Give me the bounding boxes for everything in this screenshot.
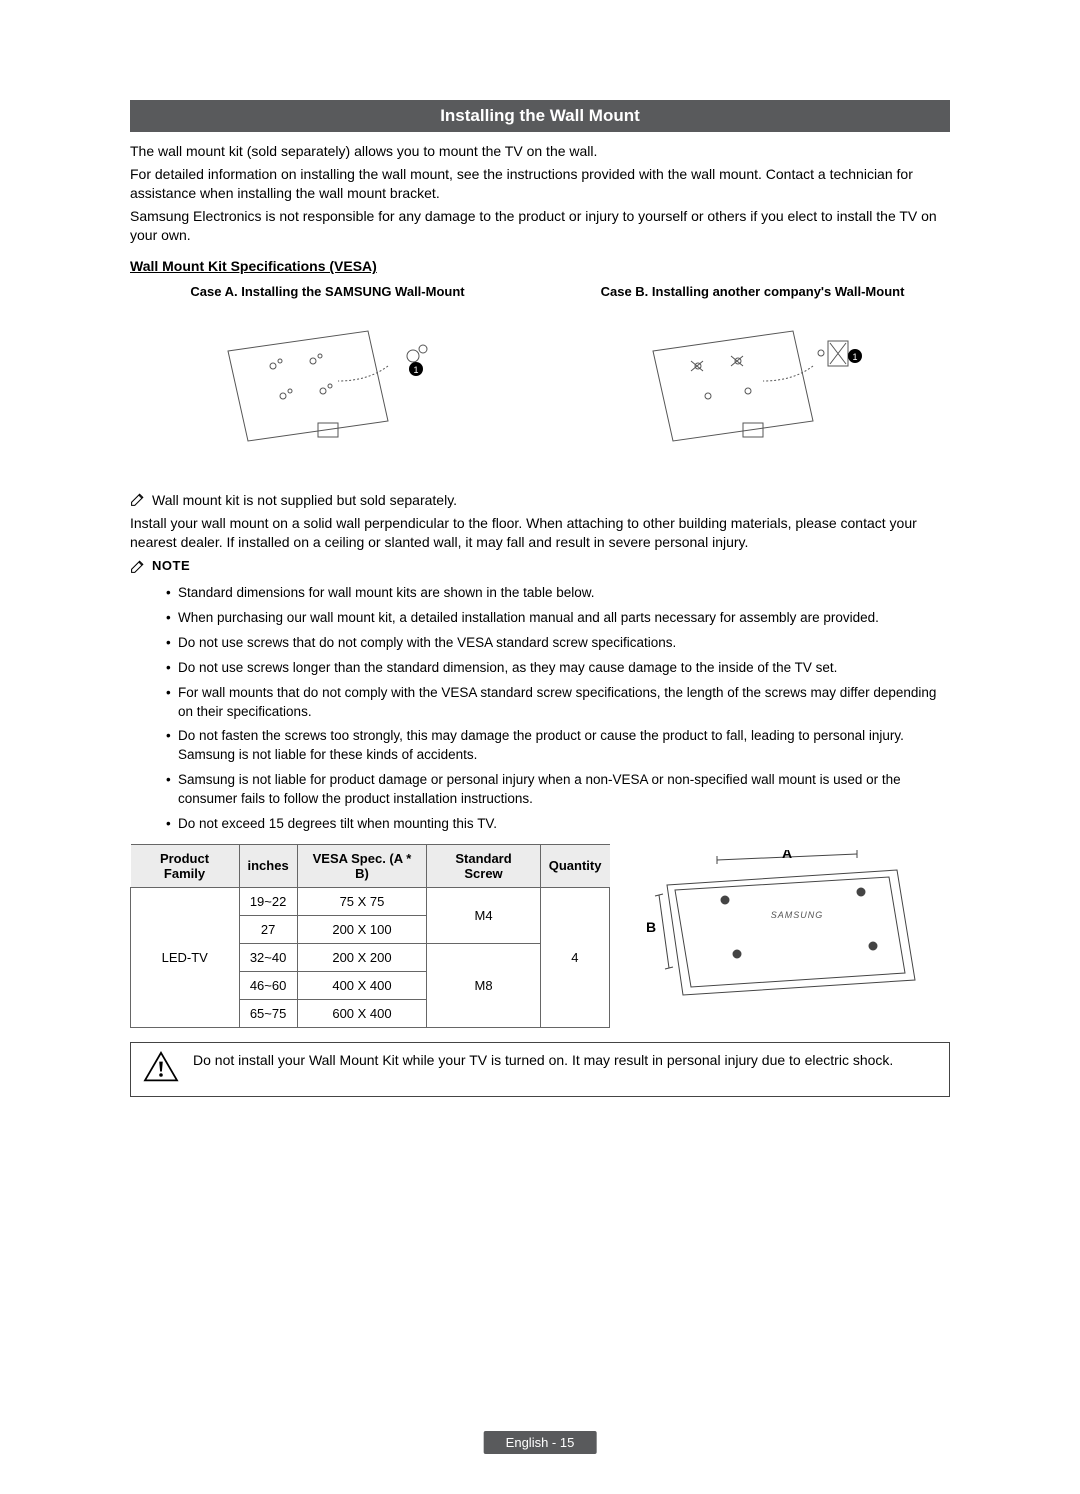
table-header-row: Product Family inches VESA Spec. (A * B)… — [131, 844, 610, 887]
note-label-line: NOTE — [130, 558, 950, 578]
spec-heading: Wall Mount Kit Specifications (VESA) — [130, 258, 950, 274]
section-title: Installing the Wall Mount — [440, 106, 640, 125]
warning-text: Do not install your Wall Mount Kit while… — [193, 1051, 893, 1070]
table-row: LED-TV 19~22 75 X 75 M4 4 — [131, 887, 610, 915]
cell-screw-m4: M4 — [427, 887, 540, 943]
cell-inches: 27 — [239, 915, 297, 943]
cell-inches: 65~75 — [239, 999, 297, 1027]
brand-text: SAMSUNG — [771, 910, 824, 920]
note-label: NOTE — [152, 558, 190, 573]
install-note: Install your wall mount on a solid wall … — [130, 514, 950, 552]
col-family: Product Family — [131, 844, 240, 887]
spec-table-wrap: Product Family inches VESA Spec. (A * B)… — [130, 844, 950, 1028]
spec-table: Product Family inches VESA Spec. (A * B)… — [130, 844, 610, 1028]
cell-vesa: 600 X 400 — [297, 999, 427, 1027]
cell-screw-m8: M8 — [427, 943, 540, 1027]
case-a: Case A. Installing the SAMSUNG Wall-Moun… — [130, 284, 525, 471]
note-supplied-text: Wall mount kit is not supplied but sold … — [152, 491, 457, 510]
pen-icon — [130, 491, 146, 511]
cell-vesa: 75 X 75 — [297, 887, 427, 915]
cell-inches: 19~22 — [239, 887, 297, 915]
list-item: Samsung is not liable for product damage… — [166, 771, 950, 809]
case-b-title: Case B. Installing another company's Wal… — [555, 284, 950, 299]
col-screw: Standard Screw — [427, 844, 540, 887]
list-item: Do not fasten the screws too strongly, t… — [166, 727, 950, 765]
col-inches: inches — [239, 844, 297, 887]
col-vesa: VESA Spec. (A * B) — [297, 844, 427, 887]
list-item: Do not use screws longer than the standa… — [166, 659, 950, 678]
page-footer: English - 15 — [484, 1431, 597, 1454]
note-supplied-line: Wall mount kit is not supplied but sold … — [130, 491, 950, 514]
cell-family: LED-TV — [131, 887, 240, 1027]
cell-vesa: 200 X 200 — [297, 943, 427, 971]
case-b-diagram: 1 — [623, 311, 883, 466]
label-b: B — [647, 919, 656, 935]
cell-vesa: 400 X 400 — [297, 971, 427, 999]
list-item: Standard dimensions for wall mount kits … — [166, 584, 950, 603]
warning-icon — [143, 1051, 179, 1088]
section-header: Installing the Wall Mount — [130, 100, 950, 132]
cell-inches: 32~40 — [239, 943, 297, 971]
warning-box: Do not install your Wall Mount Kit while… — [130, 1042, 950, 1097]
case-b: Case B. Installing another company's Wal… — [555, 284, 950, 471]
intro-para-2: For detailed information on installing t… — [130, 165, 950, 203]
svg-text:1: 1 — [852, 352, 857, 362]
intro-para-3: Samsung Electronics is not responsible f… — [130, 207, 950, 245]
tv-vesa-diagram: A B SAMSUNG — [624, 844, 950, 1005]
notes-list: Standard dimensions for wall mount kits … — [166, 584, 950, 834]
case-row: Case A. Installing the SAMSUNG Wall-Moun… — [130, 284, 950, 471]
list-item: When purchasing our wall mount kit, a de… — [166, 609, 950, 628]
intro-para-1: The wall mount kit (sold separately) all… — [130, 142, 950, 161]
cell-vesa: 200 X 100 — [297, 915, 427, 943]
list-item: For wall mounts that do not comply with … — [166, 684, 950, 722]
list-item: Do not exceed 15 degrees tilt when mount… — [166, 815, 950, 834]
cell-quantity: 4 — [540, 887, 609, 1027]
col-quantity: Quantity — [540, 844, 609, 887]
list-item: Do not use screws that do not comply wit… — [166, 634, 950, 653]
page-footer-text: English - 15 — [506, 1435, 575, 1450]
cell-inches: 46~60 — [239, 971, 297, 999]
svg-text:1: 1 — [413, 365, 418, 375]
case-a-diagram: 1 — [198, 311, 458, 466]
label-a: A — [782, 850, 792, 861]
pen-icon — [130, 558, 146, 578]
case-a-title: Case A. Installing the SAMSUNG Wall-Moun… — [130, 284, 525, 299]
